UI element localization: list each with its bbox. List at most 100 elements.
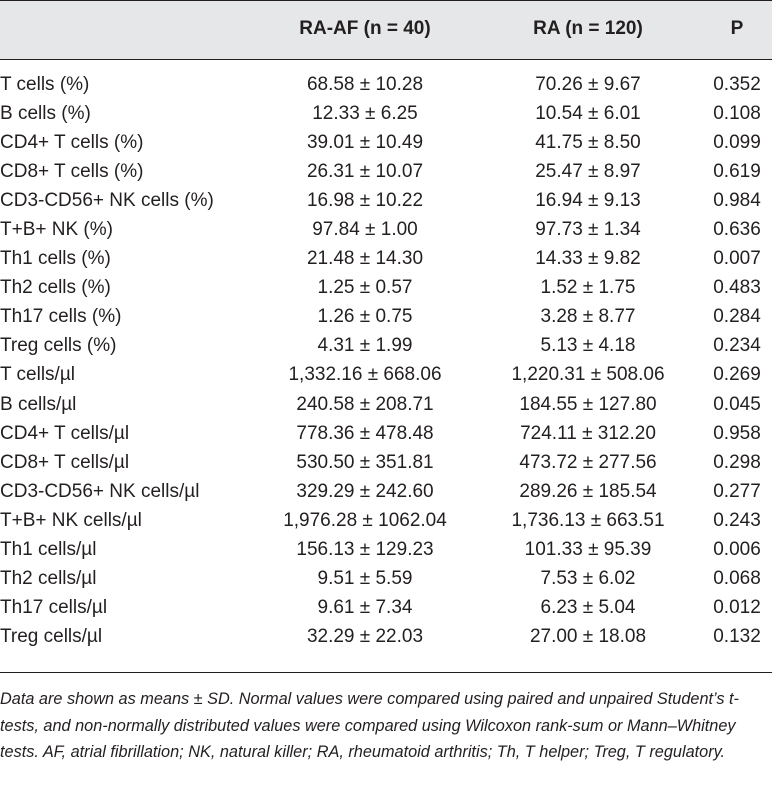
table-body: T cells (%) 68.58 ± 10.28 70.26 ± 9.67 0.35… — [0, 70, 772, 651]
row-label: CD3-CD56+ NK cells/µl — [0, 480, 200, 502]
p-value: 0.352 — [713, 74, 761, 95]
ra-value: 27.00 ± 18.08 — [529, 625, 647, 647]
p-value: 0.958 — [713, 422, 761, 444]
ra-af-value: 16.98 ± 10.22 — [306, 190, 424, 212]
row-label: CD8+ T cells/µl — [0, 451, 130, 473]
ra-value: 1.52 ± 1.75 — [540, 277, 636, 299]
ra-value: 184.55 ± 127.80 — [519, 393, 657, 415]
header-rule — [0, 59, 772, 60]
row-label: B cells (%) — [0, 103, 91, 125]
table-footnote: Data are shown as means ± SD. Normal val… — [0, 690, 739, 761]
table-row: T+B+ NK (%) 97.84 ± 1.00 97.73 ± 1.34 0.636 — [0, 215, 772, 244]
p-value: 0.636 — [713, 219, 761, 241]
ra-value: 16.94 ± 9.13 — [535, 190, 641, 212]
ra-af-value: 530.50 ± 351.81 — [296, 451, 434, 473]
ra-af-value: 1,976.28 ± 1062.04 — [283, 509, 447, 531]
p-value: 0.099 — [713, 132, 761, 154]
p-value: 0.007 — [713, 248, 761, 270]
table-row: Th17 cells (%) 1.26 ± 0.75 3.28 ± 8.77 0.28… — [0, 302, 772, 331]
ra-value: 101.33 ± 95.39 — [524, 538, 652, 560]
ra-af-value: 9.61 ± 7.34 — [317, 596, 413, 618]
row-label: T cells (%) — [0, 74, 90, 95]
ra-af-value: 1,332.16 ± 668.06 — [288, 364, 442, 386]
ra-value: 14.33 ± 9.82 — [535, 248, 641, 270]
table-row: Treg cells (%) 4.31 ± 1.99 5.13 ± 4.18 0.23… — [0, 331, 772, 360]
ra-af-value: 4.31 ± 1.99 — [317, 335, 413, 357]
table-row: CD3-CD56+ NK cells (%) 16.98 ± 10.22 16.94… — [0, 186, 772, 215]
ra-value: 97.73 ± 1.34 — [535, 219, 641, 241]
bottom-rule — [0, 672, 772, 673]
p-value: 0.068 — [713, 567, 761, 589]
ra-value: 25.47 ± 8.97 — [535, 161, 641, 183]
table-row: CD4+ T cells (%) 39.01 ± 10.49 41.75 ± 8.5… — [0, 128, 772, 157]
ra-value: 1,220.31 ± 508.06 — [511, 364, 665, 386]
row-label: B cells/µl — [0, 393, 77, 415]
row-label: Th2 cells/µl — [0, 567, 97, 589]
p-value: 0.298 — [713, 451, 761, 473]
p-value: 0.132 — [713, 625, 761, 647]
ra-af-value: 68.58 ± 10.28 — [306, 74, 424, 95]
row-label: Treg cells/µl — [0, 625, 103, 647]
p-value: 0.234 — [713, 335, 761, 357]
ra-af-value: 97.84 ± 1.00 — [312, 219, 418, 241]
row-label: Th17 cells (%) — [0, 306, 122, 328]
table-row: Th1 cells/µl 156.13 ± 129.23 101.33 ± 95.3… — [0, 535, 772, 564]
ra-af-value: 32.29 ± 22.03 — [306, 625, 424, 647]
table-row: Th17 cells/µl 9.61 ± 7.34 6.23 ± 5.04 0.012 — [0, 593, 772, 622]
ra-value: 70.26 ± 9.67 — [535, 74, 641, 95]
table-row: CD3-CD56+ NK cells/µl 329.29 ± 242.60 289.… — [0, 477, 772, 506]
table-row: T+B+ NK cells/µl 1,976.28 ± 1062.04 1,736.… — [0, 506, 772, 535]
row-label: T+B+ NK (%) — [0, 219, 113, 241]
ra-af-value: 21.48 ± 14.30 — [306, 248, 424, 270]
ra-value: 289.26 ± 185.54 — [519, 480, 657, 502]
table-row: T cells/µl 1,332.16 ± 668.06 1,220.31 ± 50… — [0, 360, 772, 389]
row-label: Th1 cells/µl — [0, 538, 97, 560]
ra-af-value: 39.01 ± 10.49 — [306, 132, 424, 154]
table-row: CD8+ T cells (%) 26.31 ± 10.07 25.47 ± 8.9… — [0, 157, 772, 186]
row-label: Th1 cells (%) — [0, 248, 111, 270]
p-value: 0.045 — [713, 393, 761, 415]
row-label: CD8+ T cells (%) — [0, 161, 144, 183]
p-value: 0.619 — [713, 161, 761, 183]
p-value: 0.012 — [713, 596, 761, 618]
table-row: B cells/µl 240.58 ± 208.71 184.55 ± 127.80… — [0, 390, 772, 419]
table-row: Th1 cells (%) 21.48 ± 14.30 14.33 ± 9.82 0.… — [0, 244, 772, 273]
ra-af-value: 9.51 ± 5.59 — [317, 567, 413, 589]
ra-value: 473.72 ± 277.56 — [519, 451, 657, 473]
table-row: CD8+ T cells/µl 530.50 ± 351.81 473.72 ± 2… — [0, 448, 772, 477]
p-value: 0.984 — [713, 190, 761, 212]
ra-af-value: 240.58 ± 208.71 — [296, 393, 434, 415]
ra-af-value: 329.29 ± 242.60 — [296, 480, 434, 502]
table-row: Treg cells/µl 32.29 ± 22.03 27.00 ± 18.08 0… — [0, 622, 772, 651]
ra-value: 3.28 ± 8.77 — [540, 306, 636, 328]
ra-af-value: 12.33 ± 6.25 — [312, 103, 418, 125]
row-label: T+B+ NK cells/µl — [0, 509, 142, 531]
ra-af-value: 1.25 ± 0.57 — [317, 277, 413, 299]
ra-af-value: 1.26 ± 0.75 — [317, 306, 413, 328]
p-value: 0.277 — [713, 480, 761, 502]
row-label: CD3-CD56+ NK cells (%) — [0, 190, 214, 212]
ra-af-value: 778.36 ± 478.48 — [296, 422, 434, 444]
ra-af-value: 26.31 ± 10.07 — [306, 161, 424, 183]
p-value: 0.284 — [713, 306, 761, 328]
ra-value: 10.54 ± 6.01 — [535, 103, 641, 125]
row-label: Th17 cells/µl — [0, 596, 108, 618]
header-ra: RA (n = 120) — [533, 18, 643, 39]
row-label: Treg cells (%) — [0, 335, 117, 357]
row-label: Th2 cells (%) — [0, 277, 111, 299]
ra-value: 7.53 ± 6.02 — [540, 567, 636, 589]
ra-af-value: 156.13 ± 129.23 — [296, 538, 434, 560]
ra-value: 1,736.13 ± 663.51 — [511, 509, 665, 531]
header-ra-af: RA-AF (n = 40) — [299, 18, 431, 39]
p-value: 0.006 — [713, 538, 761, 560]
p-value: 0.269 — [713, 364, 761, 386]
p-value: 0.483 — [713, 277, 761, 299]
ra-value: 5.13 ± 4.18 — [540, 335, 636, 357]
ra-value: 6.23 ± 5.04 — [540, 596, 636, 618]
row-label: T cells/µl — [0, 364, 75, 386]
table-row: T cells (%) 68.58 ± 10.28 70.26 ± 9.67 0.35… — [0, 70, 772, 99]
p-value: 0.108 — [713, 103, 761, 125]
p-value: 0.243 — [713, 509, 761, 531]
row-label: CD4+ T cells (%) — [0, 132, 144, 154]
header-p: P — [730, 18, 744, 39]
